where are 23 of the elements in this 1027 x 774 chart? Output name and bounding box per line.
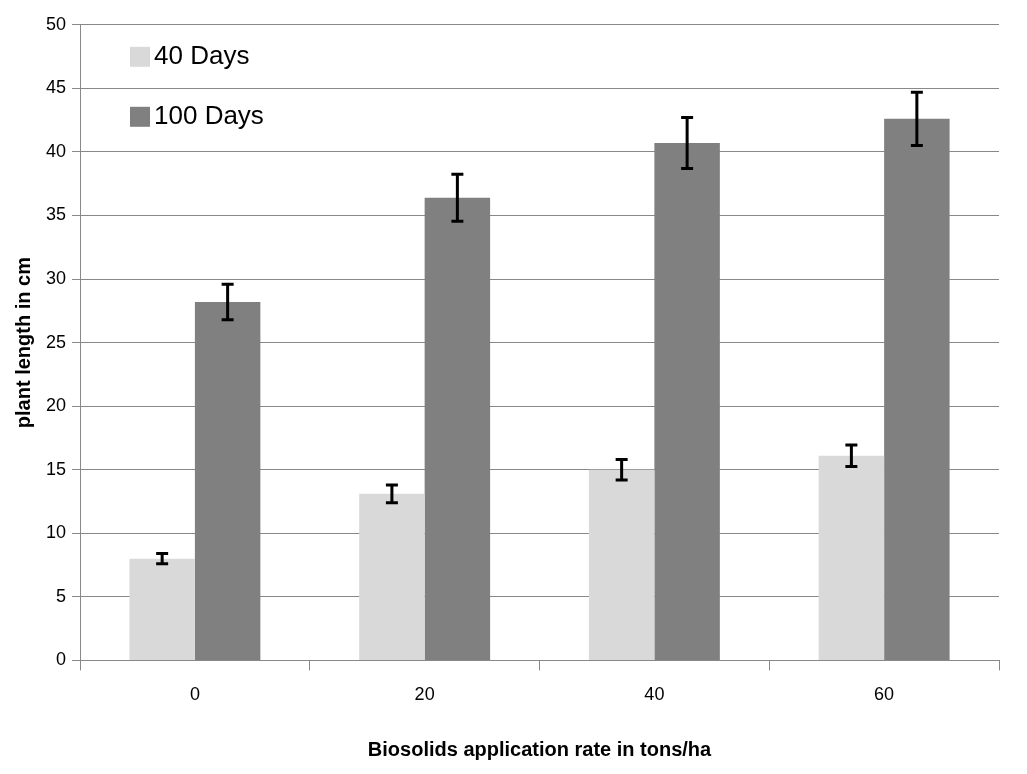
- y-tick-label: 15: [45, 458, 67, 479]
- x-tick-label: 20: [414, 684, 435, 705]
- legend-label: 40 Days: [154, 39, 250, 70]
- y-tick-label: 10: [45, 522, 67, 543]
- x-tick-label: 60: [874, 684, 895, 705]
- bar: [818, 455, 885, 660]
- bar: [129, 558, 195, 660]
- y-tick-label: 0: [56, 649, 67, 670]
- legend-label: 100 Days: [154, 99, 264, 130]
- x-axis-title: Biosolids application rate in tons/ha: [367, 737, 713, 760]
- bar: [359, 493, 425, 660]
- y-tick-label: 5: [56, 585, 67, 606]
- y-tick-label: 45: [45, 77, 67, 98]
- y-tick-label: 20: [45, 395, 67, 416]
- x-tick-label: 0: [189, 684, 200, 705]
- y-tick-label: 40: [45, 140, 67, 161]
- y-tick-label: 25: [45, 331, 67, 352]
- x-tick-label: 40: [644, 684, 665, 705]
- y-tick-label: 35: [45, 204, 67, 225]
- bar: [588, 469, 655, 660]
- y-tick-label: 50: [45, 13, 67, 34]
- y-tick-label: 30: [45, 268, 67, 289]
- y-axis-title: plant length in cm: [11, 257, 34, 429]
